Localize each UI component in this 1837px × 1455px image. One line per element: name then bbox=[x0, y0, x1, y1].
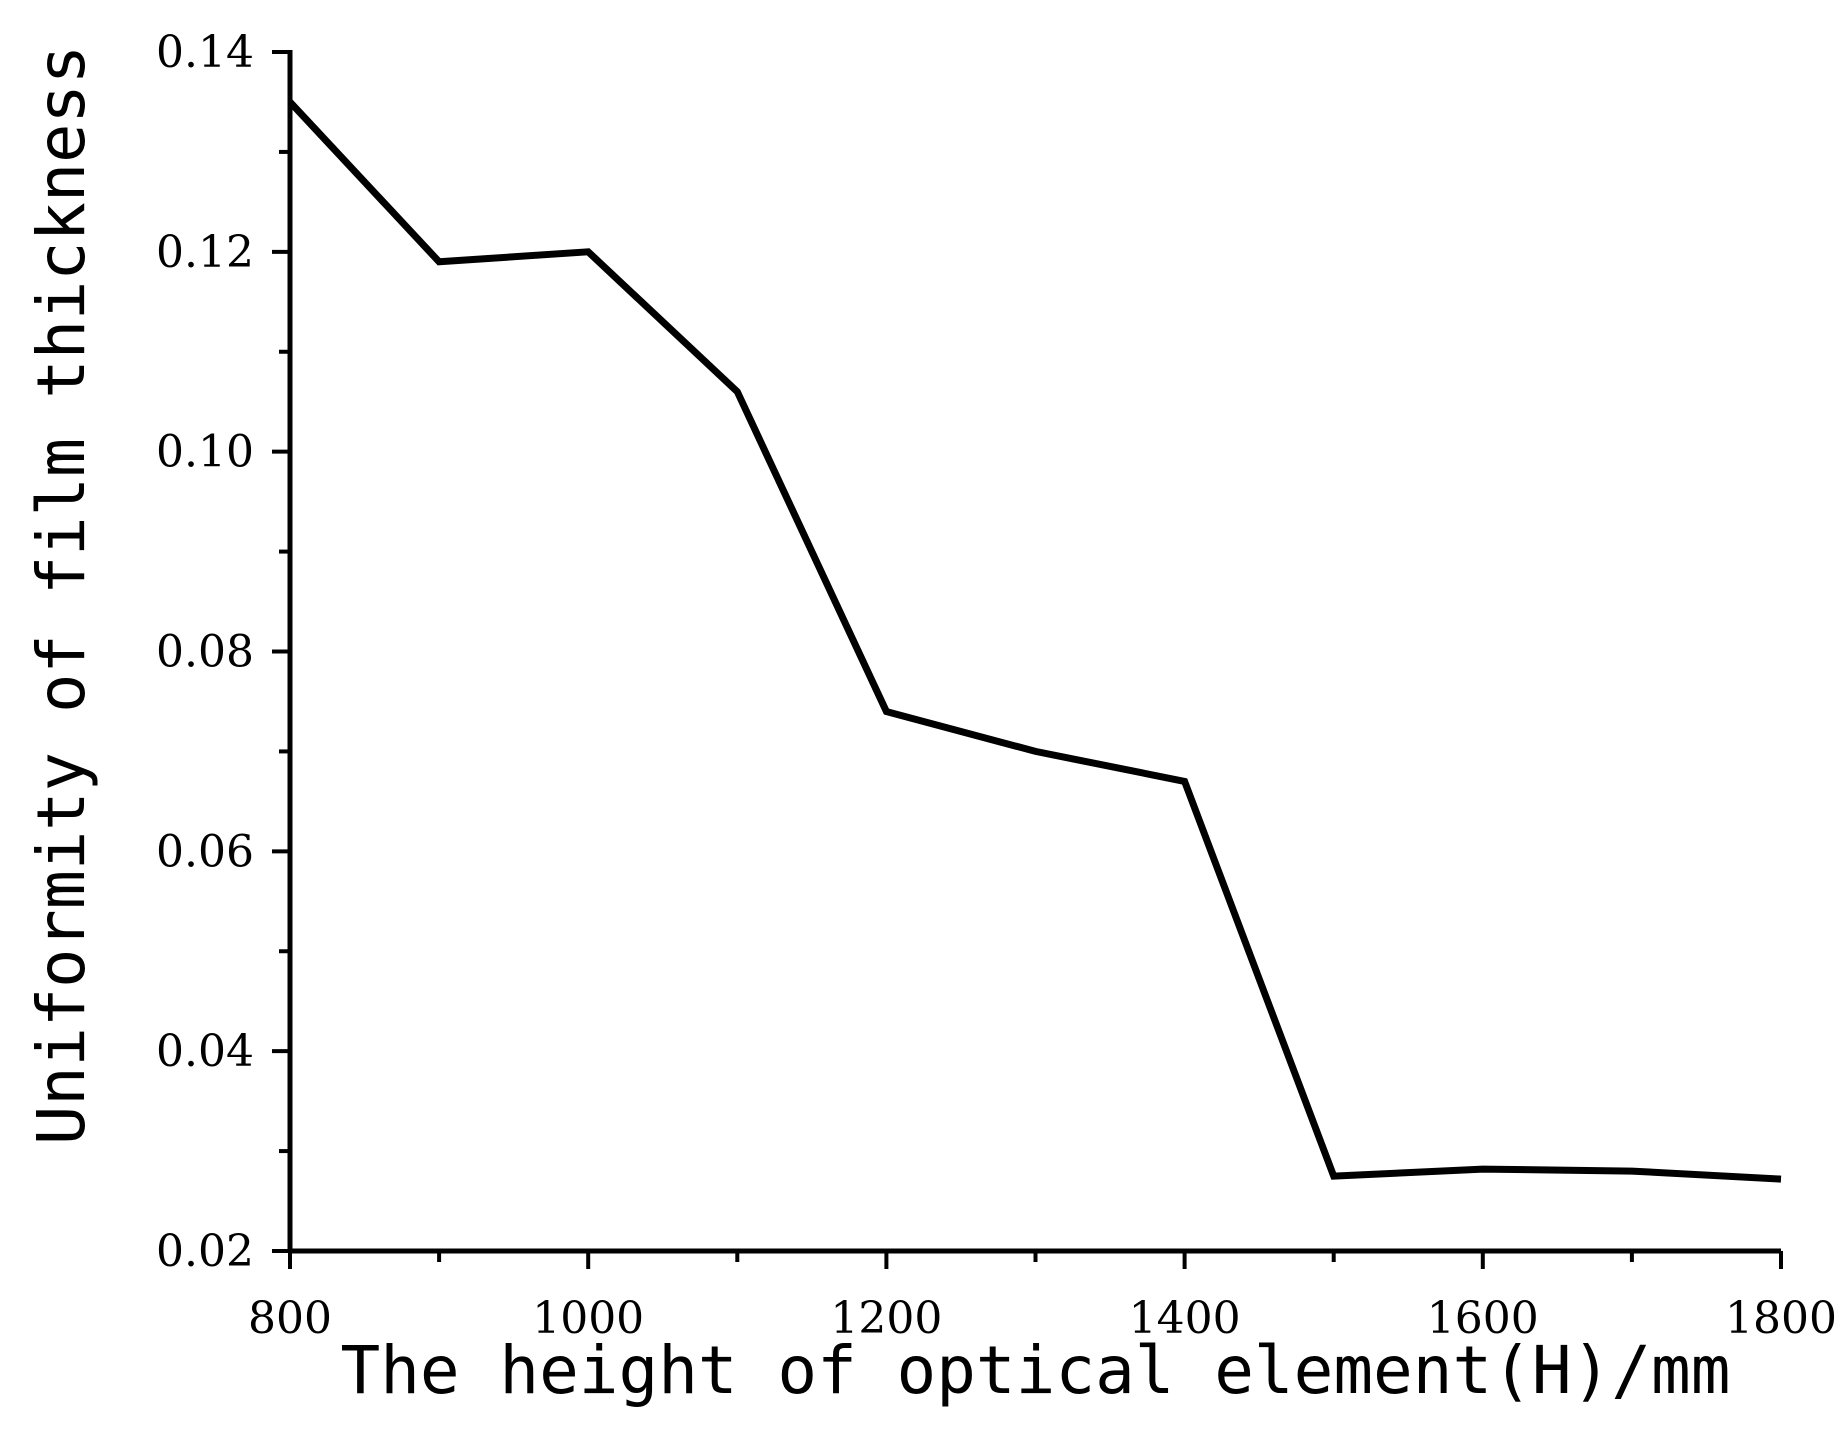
series-line bbox=[287, 99, 1782, 1183]
y-tick-label: 0.12 bbox=[156, 227, 254, 278]
y-tick-label: 0.08 bbox=[156, 627, 254, 678]
x-tick-label: 800 bbox=[248, 1293, 332, 1344]
series-layer bbox=[287, 99, 1782, 1183]
y-tick-label: 0.06 bbox=[156, 826, 254, 877]
x-tick-label: 1400 bbox=[1129, 1293, 1241, 1344]
x-axis-title: The height of optical element(H)/mm bbox=[341, 1332, 1731, 1409]
y-tick-label: 0.10 bbox=[156, 427, 254, 478]
x-tick-label: 1800 bbox=[1725, 1293, 1837, 1344]
x-tick-label: 1200 bbox=[830, 1293, 942, 1344]
ticks: 800 1000 1200 1400 1600 1800 0.02 0.04 0.06 0.08 0… bbox=[156, 27, 1837, 1344]
x-tick-label: 1600 bbox=[1427, 1293, 1539, 1344]
y-axis-title: Uniformity of film thickness bbox=[23, 45, 100, 1145]
axes bbox=[287, 50, 1781, 1254]
y-tick-label: 0.02 bbox=[156, 1226, 254, 1277]
x-tick-label: 1000 bbox=[532, 1293, 644, 1344]
y-tick-label: 0.14 bbox=[156, 27, 254, 78]
y-tick-label: 0.04 bbox=[156, 1026, 254, 1077]
